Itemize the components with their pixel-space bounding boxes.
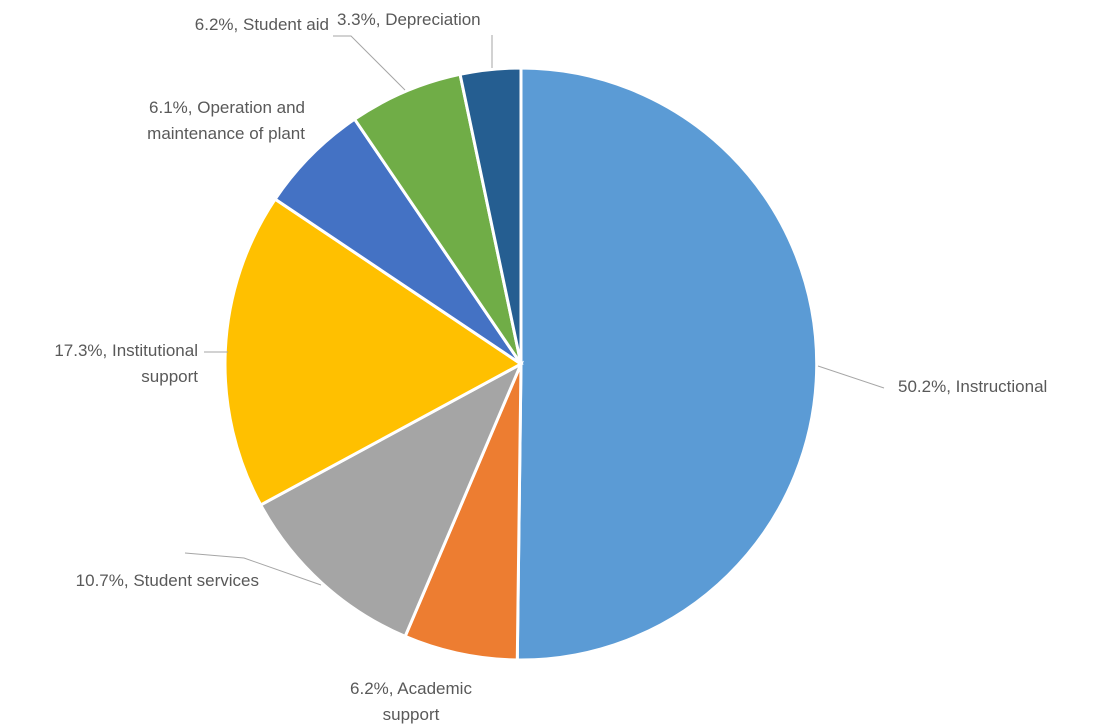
data-label-line: maintenance of plant xyxy=(147,124,305,143)
pie-slices xyxy=(223,66,819,662)
leader-line-instructional xyxy=(817,365,885,389)
data-label-student-services: 10.7%, Student services xyxy=(76,571,259,590)
slice-student-services xyxy=(258,360,525,639)
leader-line-student-services xyxy=(184,552,322,586)
data-label-academic-support: 6.2%, Academic support xyxy=(350,679,472,724)
data-label-line: support xyxy=(141,367,198,386)
data-label-line: 6.1%, Operation and xyxy=(149,98,305,117)
data-label-depreciation: 3.3%, Depreciation xyxy=(337,10,481,29)
data-label-line: 50.2%, Instructional xyxy=(898,377,1047,396)
leader-line-student-aid xyxy=(333,35,406,91)
data-label-operation-and-maintenance-of-plant: 6.1%, Operation and maintenance of plant xyxy=(147,98,305,143)
data-label-institutional-support: 17.3%, Institutional support xyxy=(54,341,198,386)
slice-student-aid xyxy=(352,72,523,365)
leader-lines xyxy=(184,35,885,586)
data-label-line: 6.2%, Student aid xyxy=(195,15,329,34)
data-label-line: 6.2%, Academic xyxy=(350,679,472,698)
slice-depreciation xyxy=(458,66,523,365)
data-label-student-aid: 6.2%, Student aid xyxy=(195,15,329,34)
data-label-line: 17.3%, Institutional xyxy=(54,341,198,360)
slice-academic-support xyxy=(403,363,523,662)
data-label-line: support xyxy=(383,705,440,724)
data-label-line: 3.3%, Depreciation xyxy=(337,10,481,29)
data-label-instructional: 50.2%, Instructional xyxy=(898,377,1047,396)
data-label-line: 10.7%, Student services xyxy=(76,571,259,590)
slice-instructional xyxy=(515,66,819,662)
slice-institutional-support xyxy=(223,197,524,508)
data-labels: 50.2%, Instructional 6.2%, Academic suppor… xyxy=(54,10,1047,724)
